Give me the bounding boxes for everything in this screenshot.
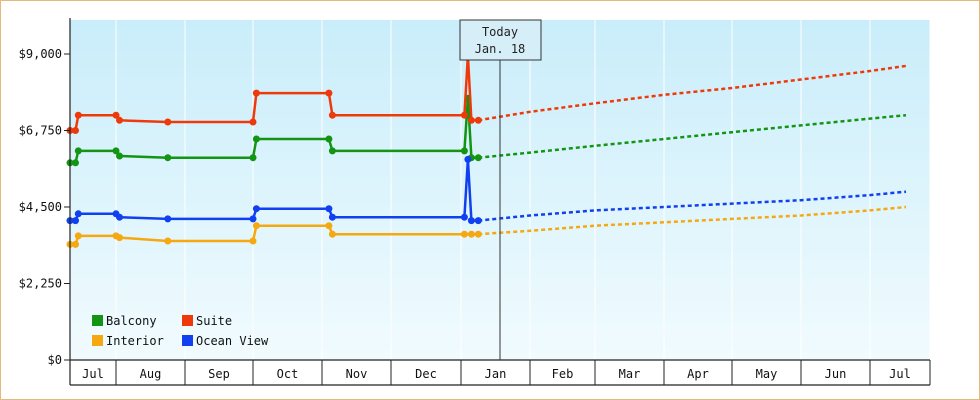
data-point <box>252 222 260 230</box>
data-point <box>328 147 336 155</box>
y-tick-label: $2,250 <box>19 277 62 291</box>
y-tick-label: $9,000 <box>19 47 62 61</box>
data-point <box>164 215 172 223</box>
today-label: Today <box>482 25 518 39</box>
x-tick-label: May <box>756 367 778 381</box>
legend-swatch <box>182 335 193 346</box>
data-point <box>325 89 333 97</box>
x-tick-label: Jan <box>485 367 507 381</box>
x-tick-label: Apr <box>687 367 709 381</box>
data-point <box>72 127 79 134</box>
x-axis-ticks: Jul Aug Sep Oct Nov Dec Jan Feb Mar Apr May Jun Jul <box>82 360 931 385</box>
data-point <box>252 135 260 143</box>
series-layer <box>66 52 907 248</box>
data-point <box>460 213 468 221</box>
series-balcony <box>66 94 907 167</box>
data-point <box>74 147 82 155</box>
data-point <box>460 111 468 119</box>
x-tick-label: Jul <box>82 367 104 381</box>
data-point <box>467 217 475 225</box>
data-point <box>116 116 123 124</box>
data-point <box>474 154 482 162</box>
data-point <box>325 205 333 213</box>
data-point <box>460 230 468 238</box>
x-tick-label: Oct <box>277 367 299 381</box>
legend-label: Suite <box>196 314 232 328</box>
x-tick-label: Dec <box>415 367 437 381</box>
data-point <box>464 155 472 163</box>
data-point <box>164 154 172 162</box>
data-point <box>467 230 475 238</box>
forecast-line <box>478 64 907 122</box>
legend-swatch <box>92 315 103 326</box>
x-tick-label: Jul <box>889 367 911 381</box>
data-point <box>249 118 257 126</box>
data-point <box>74 111 82 119</box>
data-point <box>72 240 79 248</box>
data-point <box>164 118 172 126</box>
data-point <box>252 205 260 213</box>
data-point <box>467 116 475 124</box>
legend-swatch <box>182 315 193 326</box>
data-point <box>116 152 123 160</box>
y-axis-ticks: $0 $2,250 $4,500 $6,750 $9,000 <box>19 47 70 367</box>
x-tick-label: Aug <box>140 367 162 381</box>
data-point <box>325 222 333 230</box>
legend-label: Ocean View <box>196 334 269 348</box>
data-point <box>325 135 333 143</box>
legend-label: Interior <box>106 334 164 348</box>
data-point <box>74 232 82 240</box>
data-point <box>328 111 336 119</box>
legend: Balcony Suite Interior Ocean View <box>92 314 269 348</box>
data-point <box>249 215 257 223</box>
data-point <box>249 154 257 162</box>
forecast-line <box>478 205 907 236</box>
data-point <box>328 230 336 238</box>
data-point <box>116 213 123 221</box>
data-point <box>112 111 120 119</box>
data-point <box>474 116 482 124</box>
data-point <box>249 237 257 245</box>
y-tick-label: $6,750 <box>19 124 62 138</box>
data-point <box>474 230 482 238</box>
data-point <box>164 237 172 245</box>
series-suite <box>66 52 907 134</box>
today-date: Jan. 18 <box>475 42 526 56</box>
forecast-line <box>478 190 907 222</box>
data-point <box>460 147 468 155</box>
data-point <box>72 217 79 225</box>
data-point <box>474 217 482 225</box>
series-interior <box>66 205 907 248</box>
data-point <box>328 213 336 221</box>
series-line <box>70 158 479 222</box>
data-point <box>72 159 79 167</box>
grid <box>115 20 931 360</box>
x-tick-label: Nov <box>346 367 368 381</box>
series-line <box>70 54 479 132</box>
data-point <box>112 147 120 155</box>
x-tick-label: Feb <box>552 367 574 381</box>
data-point <box>116 234 123 242</box>
legend-label: Balcony <box>106 314 157 328</box>
forecast-line <box>478 113 907 159</box>
x-tick-label: Sep <box>208 367 230 381</box>
x-tick-label: Mar <box>619 367 641 381</box>
today-box <box>459 19 542 61</box>
legend-swatch <box>92 335 103 346</box>
data-point <box>252 89 260 97</box>
series-line <box>70 96 479 165</box>
y-tick-label: $0 <box>48 353 62 367</box>
x-tick-label: Jun <box>825 367 847 381</box>
y-tick-label: $4,500 <box>19 200 62 214</box>
today-marker: Today Jan. 18 <box>459 19 542 360</box>
data-point <box>74 210 82 218</box>
